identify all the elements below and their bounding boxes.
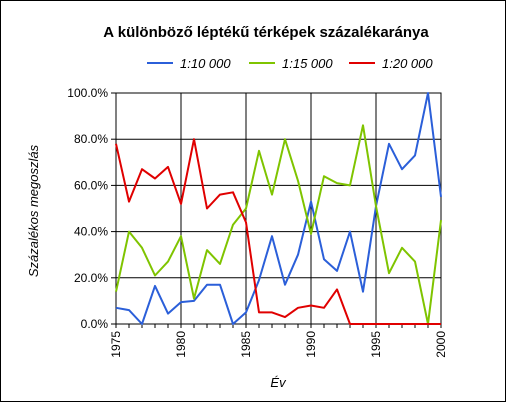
series-line (115, 124, 442, 325)
series-line (115, 92, 442, 325)
series-line (115, 138, 441, 325)
x-axis-ticks: 1975 1980 1985 1990 1995 2000 (109, 324, 448, 358)
series-lines (115, 92, 442, 325)
x-tick-label: 1990 (304, 331, 318, 358)
y-axis-label: Százalékos megoszlás (26, 144, 41, 277)
y-tick-label: 0.0% (81, 317, 109, 331)
chart-legend: 1:10 000 1:15 000 1:20 000 (147, 56, 433, 71)
y-tick-label: 20.0% (74, 271, 108, 285)
x-tick-label: 1995 (369, 331, 383, 358)
y-tick-label: 100.0% (67, 86, 108, 100)
x-tick-label: 2000 (434, 331, 448, 358)
plot-area (115, 92, 442, 325)
x-axis-label: Év (270, 375, 287, 390)
legend-label: 1:15 000 (282, 56, 333, 71)
legend-label: 1:20 000 (382, 56, 433, 71)
y-tick-label: 60.0% (74, 178, 108, 192)
legend-label: 1:10 000 (180, 56, 231, 71)
x-tick-label: 1980 (174, 331, 188, 358)
y-tick-label: 80.0% (74, 132, 108, 146)
chart-title: A különböző léptékű térképek százalékará… (103, 24, 429, 41)
x-tick-label: 1975 (109, 331, 123, 358)
x-tick-label: 1985 (239, 331, 253, 358)
y-axis-ticks: 0.0% 20.0% 40.0% 60.0% 80.0% 100.0% (67, 86, 116, 331)
y-tick-label: 40.0% (74, 225, 108, 239)
